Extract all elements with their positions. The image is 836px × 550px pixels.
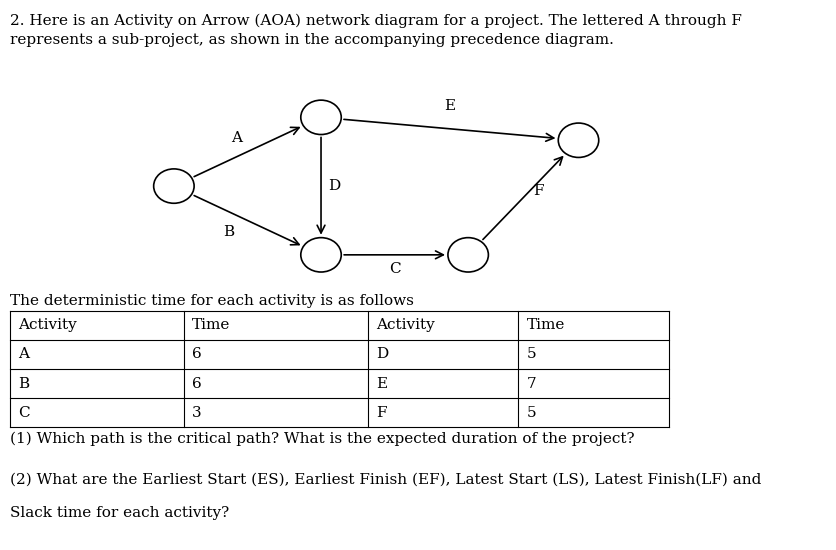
Text: 6: 6 [192, 377, 202, 390]
Text: E: E [444, 99, 456, 113]
Text: Time: Time [192, 318, 231, 332]
Text: 3: 3 [192, 406, 202, 420]
FancyArrowPatch shape [344, 119, 553, 141]
Ellipse shape [154, 169, 194, 204]
FancyArrowPatch shape [194, 196, 299, 245]
Text: Activity: Activity [376, 318, 435, 332]
Ellipse shape [301, 238, 341, 272]
Ellipse shape [448, 238, 488, 272]
Text: B: B [223, 225, 235, 239]
Text: 2. Here is an Activity on Arrow (AOA) network diagram for a project. The lettere: 2. Here is an Activity on Arrow (AOA) ne… [10, 14, 742, 28]
Text: 6: 6 [192, 348, 202, 361]
Text: 5: 5 [527, 348, 537, 361]
Text: E: E [376, 377, 387, 390]
Text: A: A [18, 348, 29, 361]
FancyArrowPatch shape [317, 138, 325, 233]
Text: A: A [231, 131, 242, 145]
FancyArrowPatch shape [483, 157, 563, 240]
Text: B: B [18, 377, 29, 390]
FancyArrowPatch shape [194, 128, 299, 177]
Text: Slack time for each activity?: Slack time for each activity? [10, 506, 229, 520]
Text: D: D [376, 348, 389, 361]
Text: 5: 5 [527, 406, 537, 420]
Text: represents a sub-project, as shown in the accompanying precedence diagram.: represents a sub-project, as shown in th… [10, 33, 614, 47]
FancyArrowPatch shape [344, 251, 443, 258]
Text: (2) What are the Earliest Start (ES), Earliest Finish (EF), Latest Start (LS), L: (2) What are the Earliest Start (ES), Ea… [10, 473, 762, 487]
Text: Activity: Activity [18, 318, 77, 332]
Text: C: C [389, 262, 400, 276]
Text: (1) Which path is the critical path? What is the expected duration of the projec: (1) Which path is the critical path? Wha… [10, 432, 635, 446]
Text: The deterministic time for each activity is as follows: The deterministic time for each activity… [10, 294, 414, 308]
Text: F: F [533, 184, 543, 197]
Ellipse shape [301, 100, 341, 135]
Ellipse shape [558, 123, 599, 157]
Text: Time: Time [527, 318, 565, 332]
Text: C: C [18, 406, 30, 420]
Text: 7: 7 [527, 377, 537, 390]
Text: F: F [376, 406, 387, 420]
Text: D: D [329, 179, 340, 193]
